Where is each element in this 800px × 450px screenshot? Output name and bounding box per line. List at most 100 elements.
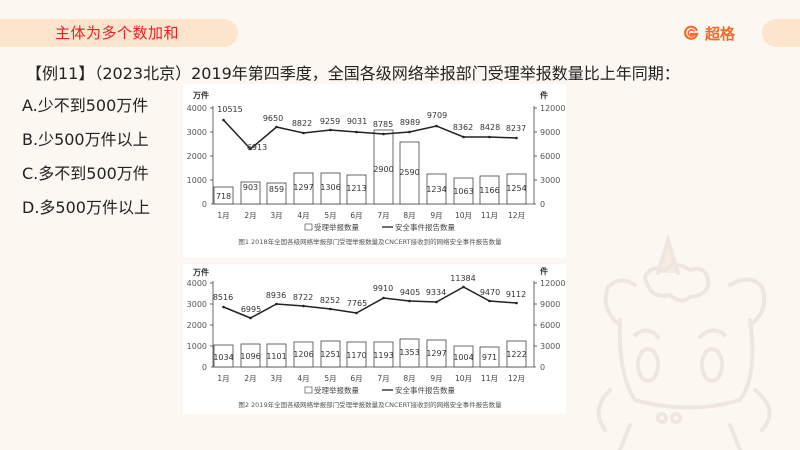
svg-text:4000: 4000 [187,104,207,113]
svg-text:6000: 6000 [540,152,560,161]
svg-text:9470: 9470 [480,288,500,297]
svg-text:11384: 11384 [450,274,475,283]
svg-text:6月: 6月 [350,374,362,383]
svg-text:8362: 8362 [453,123,473,132]
chart-1-bar-labels: 718 903 859 1297 1306 1213 2900 2590 123… [216,165,527,201]
chart-1-x-labels: 1月 2月 3月 4月 5月 6月 7月 8月 9月 10月 11月 12月 [217,211,525,220]
header-bar-right [762,19,800,47]
mascot-watermark [596,233,772,450]
svg-text:1170: 1170 [346,351,366,360]
svg-text:1306: 1306 [320,183,340,192]
chart-1-left-unit: 万件 [192,90,209,100]
svg-text:2900: 2900 [373,165,393,174]
svg-text:2000: 2000 [187,152,207,161]
svg-text:4000: 4000 [187,279,207,288]
svg-text:8722: 8722 [293,293,313,302]
svg-text:9334: 9334 [426,288,446,297]
svg-text:12000: 12000 [540,279,565,288]
option-c[interactable]: C.多不到500万件 [22,164,149,183]
svg-text:3000: 3000 [187,128,207,137]
option-b[interactable]: B.少500万件以上 [22,130,149,149]
svg-text:安全事件报告数量: 安全事件报告数量 [395,385,455,395]
svg-text:1月: 1月 [217,211,229,220]
svg-text:8252: 8252 [320,296,340,305]
chart-2-bars [213,338,527,368]
svg-text:2590: 2590 [399,168,419,177]
svg-text:9259: 9259 [320,117,340,126]
chart-2-x-labels: 1月 2月 3月 4月 5月 6月 7月 8月 9月 10月 11月 12月 [217,374,525,383]
svg-text:9000: 9000 [540,300,560,309]
svg-text:0: 0 [540,363,545,372]
svg-text:9910: 9910 [373,284,393,293]
svg-text:8428: 8428 [480,123,500,132]
svg-text:受理举报数量: 受理举报数量 [314,222,359,232]
chart-2-left-ticks: 4000 3000 2000 1000 0 [187,279,207,372]
chart-2-legend: 受理举报数量 安全事件报告数量 [304,385,455,395]
chart-1: 万件 件 4000 3000 2000 1000 0 12000 9000 60… [187,90,566,246]
svg-text:9000: 9000 [540,128,560,137]
svg-text:7月: 7月 [377,374,389,383]
svg-text:1353: 1353 [399,348,419,357]
svg-text:1166: 1166 [479,186,499,195]
question-text: 【例11】（2023北京）2019年第四季度，全国各级网络举报部门受理举报数量比… [26,64,680,83]
svg-text:10515: 10515 [217,105,242,114]
svg-text:9月: 9月 [430,374,442,383]
svg-text:0: 0 [202,200,207,209]
svg-text:6995: 6995 [241,305,261,314]
svg-text:9月: 9月 [430,211,442,220]
chart-2-caption: 图2 2019年全国各级网络举报部门受理举报数量及CNCERT接收到的网络安全事… [238,400,502,409]
svg-text:1034: 1034 [213,353,233,362]
svg-text:8989: 8989 [400,118,420,127]
chart-1-caption: 图1 2018年全国各级网络举报部门受理举报数量及CNCERT接收到的网络安全事… [238,237,502,246]
svg-text:2000: 2000 [187,321,207,330]
svg-text:8822: 8822 [292,119,312,128]
svg-text:1206: 1206 [293,350,313,359]
option-d[interactable]: D.多500万件以上 [22,198,150,217]
svg-text:1234: 1234 [426,185,446,194]
svg-text:6000: 6000 [540,321,560,330]
svg-text:0: 0 [540,200,545,209]
chart-2-right-unit: 件 [540,266,548,276]
svg-text:10月: 10月 [455,374,472,383]
option-a[interactable]: A.少不到500万件 [22,96,149,115]
svg-text:9709: 9709 [427,111,447,120]
svg-text:8237: 8237 [506,124,526,133]
svg-text:1000: 1000 [187,176,207,185]
svg-text:8785: 8785 [373,120,393,129]
svg-text:10月: 10月 [455,211,472,220]
svg-text:3月: 3月 [270,211,282,220]
svg-text:7765: 7765 [347,299,367,308]
chart-1-line [222,119,517,151]
logo-text: 超格 [705,24,736,43]
svg-text:1297: 1297 [426,349,446,358]
svg-text:安全事件报告数量: 安全事件报告数量 [395,222,455,232]
svg-text:2月: 2月 [244,374,256,383]
svg-text:4月: 4月 [297,211,309,220]
svg-text:8月: 8月 [403,211,415,220]
header-bar [0,19,238,47]
chart-1-panel: 万件 件 4000 3000 2000 1000 0 12000 9000 60… [183,84,566,258]
svg-text:9650: 9650 [263,114,283,123]
svg-text:12000: 12000 [540,104,565,113]
chart-1-bars [213,129,527,205]
svg-text:8516: 8516 [213,293,233,302]
svg-text:2月: 2月 [244,211,256,220]
svg-text:1254: 1254 [506,184,526,193]
svg-text:1096: 1096 [240,352,260,361]
svg-text:1297: 1297 [293,183,313,192]
svg-text:1251: 1251 [320,350,340,359]
svg-text:3000: 3000 [540,342,560,351]
svg-text:859: 859 [269,185,284,194]
chart-1-left-ticks: 4000 3000 2000 1000 0 [187,104,207,209]
svg-text:12月: 12月 [508,374,525,383]
svg-text:8月: 8月 [403,374,415,383]
svg-text:6月: 6月 [350,211,362,220]
chart-1-line-labels: 10515 6913 9650 8822 9259 9031 8785 8989… [217,105,526,152]
svg-text:0: 0 [202,363,207,372]
svg-text:971: 971 [482,353,497,362]
chart-2-line-labels: 8516 6995 8936 8722 8252 7765 9910 9405 … [213,274,526,314]
section-title: 主体为多个数加和 [55,24,180,42]
chart-1-right-unit: 件 [540,90,548,100]
svg-text:1000: 1000 [187,342,207,351]
svg-text:1063: 1063 [453,187,473,196]
